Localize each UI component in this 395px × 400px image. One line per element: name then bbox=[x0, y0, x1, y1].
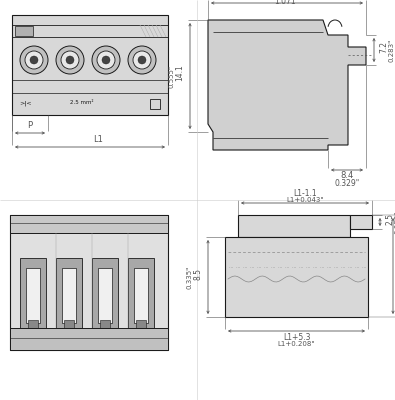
Text: 2.5: 2.5 bbox=[386, 213, 395, 225]
Bar bbox=[238, 215, 350, 237]
Text: 0.335": 0.335" bbox=[187, 265, 193, 289]
Text: 7.2: 7.2 bbox=[380, 41, 389, 53]
Circle shape bbox=[66, 56, 74, 64]
Bar bbox=[136, 320, 146, 328]
Bar bbox=[225, 237, 368, 317]
Circle shape bbox=[128, 46, 156, 74]
Circle shape bbox=[25, 51, 43, 69]
Circle shape bbox=[133, 51, 151, 69]
Text: 2.5 mm²: 2.5 mm² bbox=[70, 100, 94, 106]
Circle shape bbox=[61, 51, 79, 69]
Bar bbox=[150, 99, 160, 109]
Circle shape bbox=[138, 56, 146, 64]
Text: L1: L1 bbox=[93, 136, 103, 144]
Polygon shape bbox=[208, 20, 366, 150]
Bar bbox=[56, 258, 82, 328]
Circle shape bbox=[92, 46, 120, 74]
Bar bbox=[134, 268, 148, 323]
Bar bbox=[98, 268, 112, 323]
Text: 0.329": 0.329" bbox=[335, 178, 359, 188]
Circle shape bbox=[20, 46, 48, 74]
Text: 8.4: 8.4 bbox=[340, 172, 354, 180]
Bar bbox=[10, 215, 168, 350]
Bar bbox=[10, 328, 168, 350]
Text: 0.283": 0.283" bbox=[388, 38, 394, 62]
Text: 0.555": 0.555" bbox=[169, 64, 175, 88]
Text: L1+5.3: L1+5.3 bbox=[283, 332, 310, 342]
Bar bbox=[12, 15, 168, 115]
Bar bbox=[100, 320, 110, 328]
Text: L1+0.043": L1+0.043" bbox=[286, 197, 324, 203]
Bar bbox=[62, 268, 76, 323]
Text: L1+0.208": L1+0.208" bbox=[278, 341, 315, 347]
Bar bbox=[64, 320, 74, 328]
Text: P: P bbox=[27, 122, 32, 130]
Bar bbox=[15, 26, 33, 36]
Circle shape bbox=[102, 56, 110, 64]
Text: 1.071": 1.071" bbox=[275, 0, 299, 6]
Text: 8.5: 8.5 bbox=[194, 268, 203, 280]
Bar bbox=[350, 215, 372, 229]
Bar bbox=[128, 258, 154, 328]
Text: >|<: >|< bbox=[20, 100, 32, 106]
Text: 14.1: 14.1 bbox=[175, 65, 184, 81]
Circle shape bbox=[56, 46, 84, 74]
Bar bbox=[10, 215, 168, 233]
Text: L1-1.1: L1-1.1 bbox=[293, 190, 317, 198]
Bar bbox=[26, 268, 40, 323]
Circle shape bbox=[97, 51, 115, 69]
Circle shape bbox=[30, 56, 38, 64]
Bar bbox=[92, 258, 118, 328]
Bar bbox=[20, 258, 46, 328]
Bar bbox=[28, 320, 38, 328]
